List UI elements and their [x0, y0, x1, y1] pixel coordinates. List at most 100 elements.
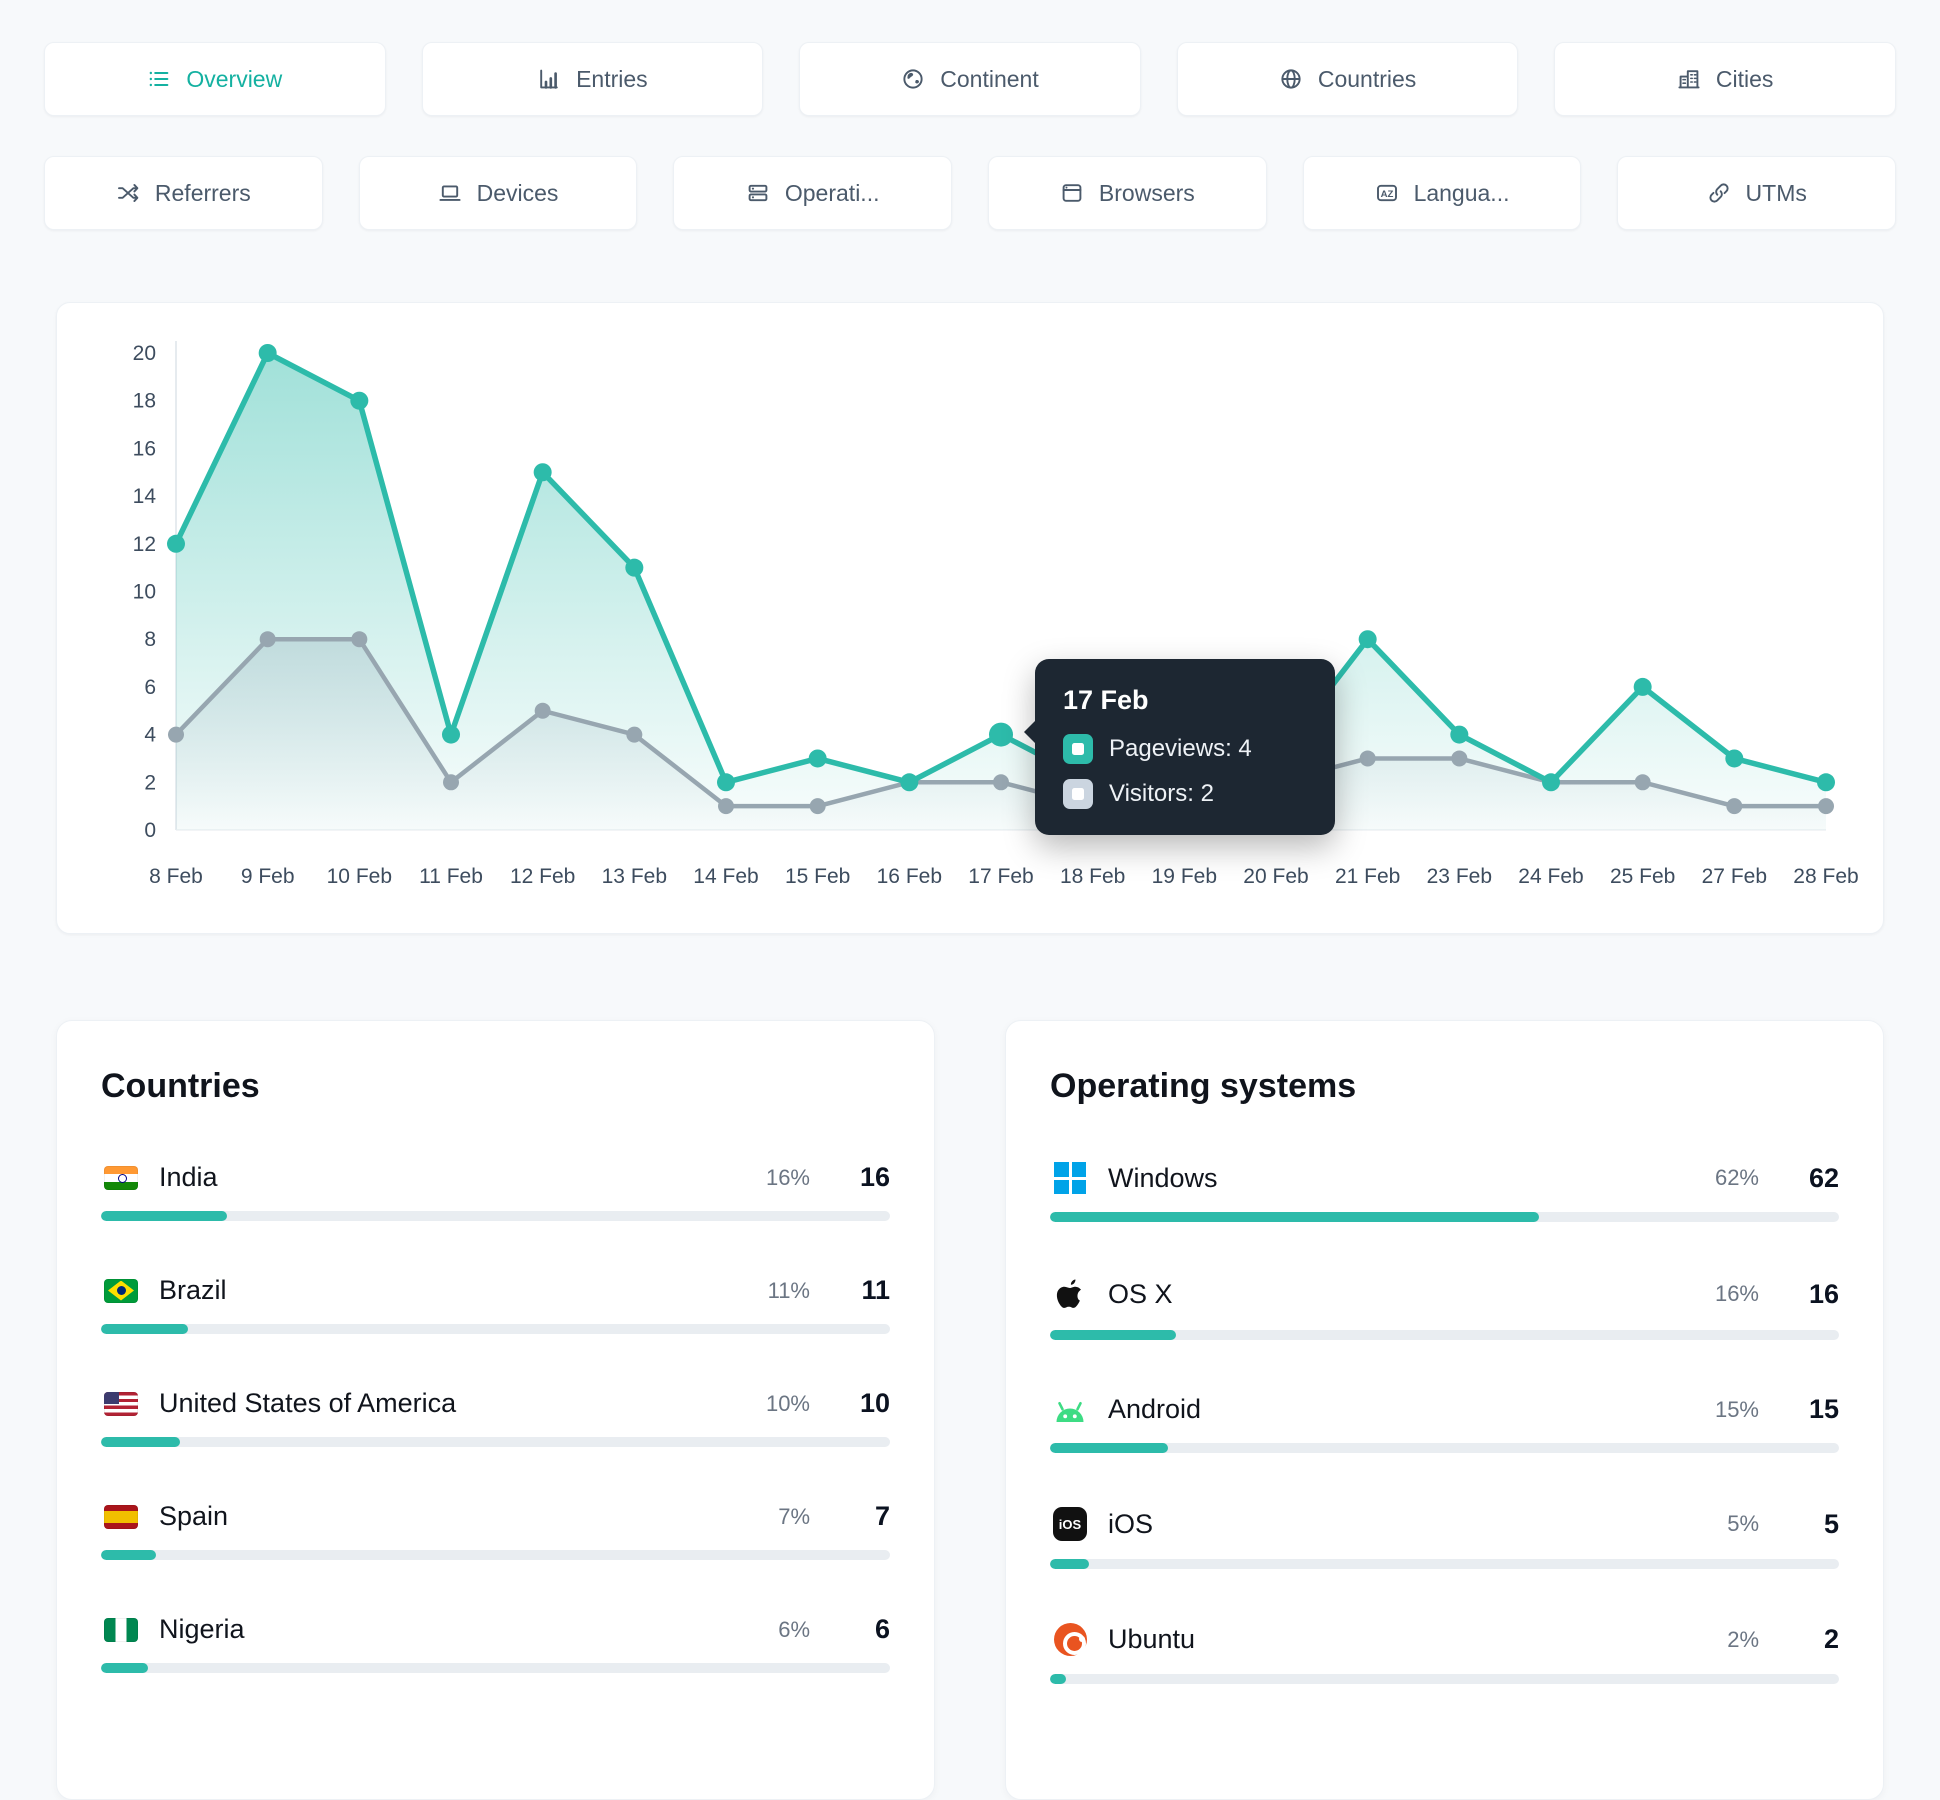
tab-label: UTMs: [1745, 179, 1807, 206]
tab-entries[interactable]: Entries: [421, 42, 764, 116]
progress-track: [101, 1211, 890, 1221]
svg-text:25 Feb: 25 Feb: [1610, 865, 1675, 888]
apple-icon: [1050, 1276, 1090, 1312]
country-name: India: [159, 1162, 218, 1192]
table-row: OS X 16% 16: [1050, 1276, 1839, 1340]
operating-systems-card: Operating systems Windows 62% 62 OS X 16…: [1005, 1020, 1884, 1800]
progress-fill: [1050, 1443, 1169, 1453]
server-icon: [746, 181, 770, 205]
tab-browsers[interactable]: Browsers: [988, 156, 1267, 230]
bar-chart-icon: [537, 67, 561, 91]
table-row: Android 15% 15: [1050, 1394, 1839, 1453]
buildings-icon: [1677, 67, 1701, 91]
laptop-icon: [438, 181, 462, 205]
svg-text:10: 10: [133, 581, 156, 604]
tab-countries[interactable]: Countries: [1176, 42, 1519, 116]
country-percent: 10%: [765, 1390, 810, 1416]
country-percent: 6%: [778, 1616, 810, 1642]
chart-tooltip: 17 Feb Pageviews: 4 Visitors: 2: [1024, 659, 1335, 835]
progress-track: [101, 1550, 890, 1560]
country-value: 16: [859, 1162, 890, 1192]
tab-devices[interactable]: Devices: [358, 156, 638, 230]
table-row: Ubuntu 2% 2: [1050, 1623, 1839, 1684]
country-name: United States of America: [159, 1388, 457, 1418]
country-name: Nigeria: [159, 1614, 245, 1644]
svg-text:4: 4: [144, 724, 156, 747]
countries-card: Countries India 16% 16 Brazil 11% 11 Uni: [56, 1020, 935, 1800]
brazil-flag-icon: [101, 1278, 141, 1303]
tab-operating-systems[interactable]: Operati...: [673, 156, 953, 230]
os-name: OS X: [1108, 1278, 1173, 1309]
svg-text:16 Feb: 16 Feb: [877, 865, 942, 888]
tooltip-date: 17 Feb: [1063, 685, 1149, 715]
tab-label: Entries: [576, 65, 648, 92]
traffic-chart-card[interactable]: 0 2 4 6 8 10 12 14 16 18 20 8 Feb 9 Feb 10 Feb 11 Feb 1…: [56, 302, 1884, 934]
svg-text:8: 8: [144, 628, 156, 651]
nigeria-flag-icon: [101, 1617, 141, 1642]
svg-text:19 Feb: 19 Feb: [1152, 865, 1217, 888]
os-value: 2: [1823, 1624, 1839, 1654]
visitors-marker-icon: [1063, 779, 1093, 809]
svg-text:20 Feb: 20 Feb: [1243, 865, 1308, 888]
line-chart-svg: 0 2 4 6 8 10 12 14 16 18 20 8 Feb 9 Feb 10 Feb 11 Feb 1…: [133, 341, 1859, 888]
svg-text:12: 12: [133, 533, 156, 556]
os-value: 62: [1808, 1162, 1839, 1193]
os-percent: 2%: [1727, 1626, 1759, 1652]
android-icon: [1050, 1395, 1090, 1425]
country-value: 6: [874, 1614, 890, 1644]
svg-text:17 Feb: 17 Feb: [968, 865, 1033, 888]
link-icon: [1707, 181, 1731, 205]
progress-track: [1050, 1674, 1839, 1684]
tab-label: Continent: [940, 65, 1039, 92]
progress-track: [1050, 1330, 1839, 1340]
os-value: 15: [1808, 1394, 1839, 1424]
tab-overview[interactable]: Overview: [44, 42, 386, 116]
svg-text:2: 2: [144, 771, 156, 794]
progress-fill: [1050, 1330, 1177, 1340]
country-percent: 11%: [767, 1277, 810, 1303]
os-name: Android: [1108, 1394, 1202, 1424]
progress-fill: [1050, 1559, 1090, 1569]
svg-text:14: 14: [133, 485, 157, 508]
table-row: Windows 62% 62: [1050, 1162, 1839, 1222]
progress-fill: [1050, 1212, 1540, 1222]
tabs-row-1: Overview Entries Continent Countries Cit…: [44, 42, 1896, 116]
country-name: Spain: [159, 1501, 229, 1531]
tooltip-visitors-label: Visitors: 2: [1109, 780, 1214, 807]
ubuntu-icon: [1050, 1623, 1090, 1656]
country-name: Brazil: [159, 1275, 227, 1305]
os-percent: 16%: [1714, 1281, 1759, 1306]
stats-cards: Countries India 16% 16 Brazil 11% 11 Uni: [56, 1020, 1884, 1800]
svg-text:8 Feb: 8 Feb: [149, 865, 203, 888]
spain-flag-icon: [101, 1504, 141, 1529]
os-name: Windows: [1108, 1162, 1218, 1193]
country-percent: 7%: [778, 1503, 810, 1529]
globe-icon: [1279, 67, 1303, 91]
tab-languages[interactable]: AZ Langua...: [1302, 156, 1582, 230]
progress-fill: [101, 1550, 157, 1560]
svg-text:20: 20: [133, 342, 156, 365]
country-percent: 16%: [765, 1164, 810, 1190]
svg-text:9 Feb: 9 Feb: [241, 865, 295, 888]
progress-track: [101, 1324, 890, 1334]
tab-continent[interactable]: Continent: [799, 42, 1141, 116]
tab-referrers[interactable]: Referrers: [44, 156, 323, 230]
tab-utms[interactable]: UTMs: [1617, 156, 1897, 230]
progress-fill: [101, 1437, 180, 1447]
svg-text:27 Feb: 27 Feb: [1702, 865, 1767, 888]
svg-text:0: 0: [144, 819, 156, 842]
country-value: 11: [861, 1275, 890, 1305]
table-row: Spain 7% 7: [101, 1501, 890, 1560]
tooltip-pageviews-row: Pageviews: 4: [1063, 734, 1307, 764]
usa-flag-icon: [101, 1391, 141, 1416]
svg-text:21 Feb: 21 Feb: [1335, 865, 1400, 888]
progress-track: [1050, 1443, 1839, 1453]
language-icon: AZ: [1375, 181, 1399, 205]
table-row: Nigeria 6% 6: [101, 1614, 890, 1673]
os-value: 5: [1823, 1508, 1839, 1539]
tab-cities[interactable]: Cities: [1554, 42, 1896, 116]
country-value: 7: [874, 1501, 890, 1531]
svg-text:18 Feb: 18 Feb: [1060, 865, 1125, 888]
os-value: 16: [1808, 1278, 1839, 1309]
svg-text:11 Feb: 11 Feb: [419, 865, 483, 888]
